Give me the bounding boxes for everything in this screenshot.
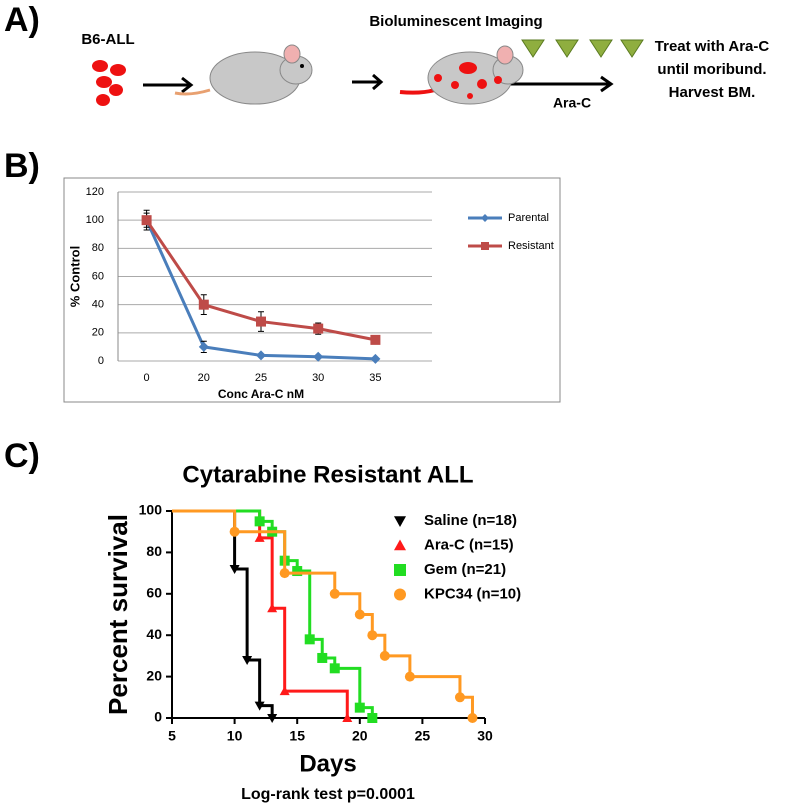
legend-label: Ara-C (n=15) bbox=[424, 536, 514, 553]
marker bbox=[242, 656, 253, 666]
legend-label: Saline (n=18) bbox=[424, 512, 517, 529]
marker bbox=[256, 316, 266, 327]
y-tick-label: 40 bbox=[146, 626, 162, 642]
marker bbox=[279, 568, 290, 579]
marker bbox=[354, 702, 365, 713]
y-tick-label: 100 bbox=[139, 502, 163, 518]
marker bbox=[370, 353, 381, 364]
marker bbox=[394, 516, 406, 527]
marker bbox=[367, 713, 378, 723]
chart-title: Cytarabine Resistant ALL bbox=[182, 461, 473, 488]
x-tick-label: 30 bbox=[477, 728, 493, 744]
marker bbox=[229, 526, 240, 537]
marker bbox=[481, 214, 489, 222]
y-tick-label: 20 bbox=[92, 327, 104, 339]
marker bbox=[198, 341, 209, 352]
y-tick-label: 60 bbox=[146, 585, 162, 601]
marker bbox=[313, 323, 324, 334]
marker bbox=[229, 564, 240, 574]
marker bbox=[256, 350, 266, 361]
marker bbox=[317, 652, 328, 663]
panel-label: B) bbox=[4, 147, 40, 185]
y-tick-label: 80 bbox=[92, 242, 104, 254]
chart-frame bbox=[63, 177, 561, 403]
x-axis-label: Conc Ara-C nM bbox=[218, 387, 304, 401]
panel-label: A) bbox=[4, 1, 40, 39]
x-tick-label: 5 bbox=[168, 728, 176, 744]
mouse-imaged bbox=[399, 45, 524, 105]
cell-label: B6-ALL bbox=[81, 31, 134, 48]
marker bbox=[404, 671, 415, 682]
x-tick-label: 15 bbox=[289, 728, 305, 744]
marker bbox=[342, 713, 353, 722]
y-tick-label: 0 bbox=[154, 709, 162, 725]
marker bbox=[141, 215, 152, 226]
imaging-label: Bioluminescent Imaging bbox=[369, 13, 542, 30]
marker bbox=[394, 588, 406, 601]
legend-label: KPC34 (n=10) bbox=[424, 585, 521, 602]
legend-label: Parental bbox=[508, 212, 549, 224]
survival-curve bbox=[172, 509, 274, 718]
marker bbox=[292, 566, 303, 577]
marker bbox=[279, 686, 290, 696]
y-tick-label: 100 bbox=[86, 214, 104, 226]
x-tick-label: 10 bbox=[227, 728, 243, 744]
marker bbox=[304, 634, 315, 645]
marker bbox=[267, 714, 278, 723]
note: Log-rank test p=0.0001 bbox=[241, 786, 415, 803]
arrows bbox=[143, 73, 614, 94]
y-axis-label: % Control bbox=[67, 246, 82, 307]
legend-label: Gem (n=21) bbox=[424, 561, 506, 578]
y-tick-label: 0 bbox=[98, 355, 104, 367]
y-tick-label: 40 bbox=[92, 299, 104, 311]
cells bbox=[92, 60, 126, 106]
marker bbox=[329, 588, 340, 599]
marker bbox=[394, 564, 406, 576]
y-axis-label: Percent survival bbox=[103, 514, 133, 715]
x-tick-label: 20 bbox=[352, 728, 368, 744]
y-tick-label: 20 bbox=[146, 667, 162, 683]
series-line bbox=[145, 219, 376, 361]
outcome-text: Harvest BM. bbox=[669, 84, 756, 101]
x-axis-label: Days bbox=[299, 750, 356, 777]
outcome-text: Treat with Ara-C bbox=[655, 38, 770, 55]
marker bbox=[267, 603, 278, 613]
drug-label: Ara-C bbox=[553, 95, 591, 111]
x-tick-label: 25 bbox=[415, 728, 431, 744]
outcome-text: until moribund. bbox=[657, 61, 766, 78]
marker bbox=[254, 516, 265, 527]
legend-label: Resistant bbox=[508, 240, 554, 252]
y-tick-label: 120 bbox=[86, 186, 104, 198]
marker bbox=[481, 242, 489, 250]
marker bbox=[354, 609, 365, 620]
y-tick-label: 60 bbox=[92, 270, 104, 282]
x-tick-label: 0 bbox=[144, 372, 150, 384]
x-tick-label: 25 bbox=[255, 372, 267, 384]
marker bbox=[198, 299, 209, 310]
survival-curve bbox=[172, 509, 374, 718]
x-tick-label: 35 bbox=[369, 372, 381, 384]
doses bbox=[521, 39, 644, 58]
survival-curve bbox=[172, 509, 474, 718]
marker bbox=[254, 532, 265, 542]
panel-label: C) bbox=[4, 437, 40, 475]
x-tick-label: 30 bbox=[312, 372, 324, 384]
marker bbox=[394, 539, 406, 551]
x-tick-label: 20 bbox=[198, 372, 210, 384]
marker bbox=[370, 334, 381, 345]
marker bbox=[454, 692, 465, 703]
marker bbox=[329, 663, 340, 674]
mouse bbox=[174, 44, 313, 105]
marker bbox=[467, 713, 478, 723]
marker bbox=[254, 701, 265, 711]
marker bbox=[313, 351, 324, 362]
marker bbox=[367, 630, 378, 641]
marker bbox=[379, 650, 390, 661]
y-tick-label: 80 bbox=[146, 543, 162, 559]
